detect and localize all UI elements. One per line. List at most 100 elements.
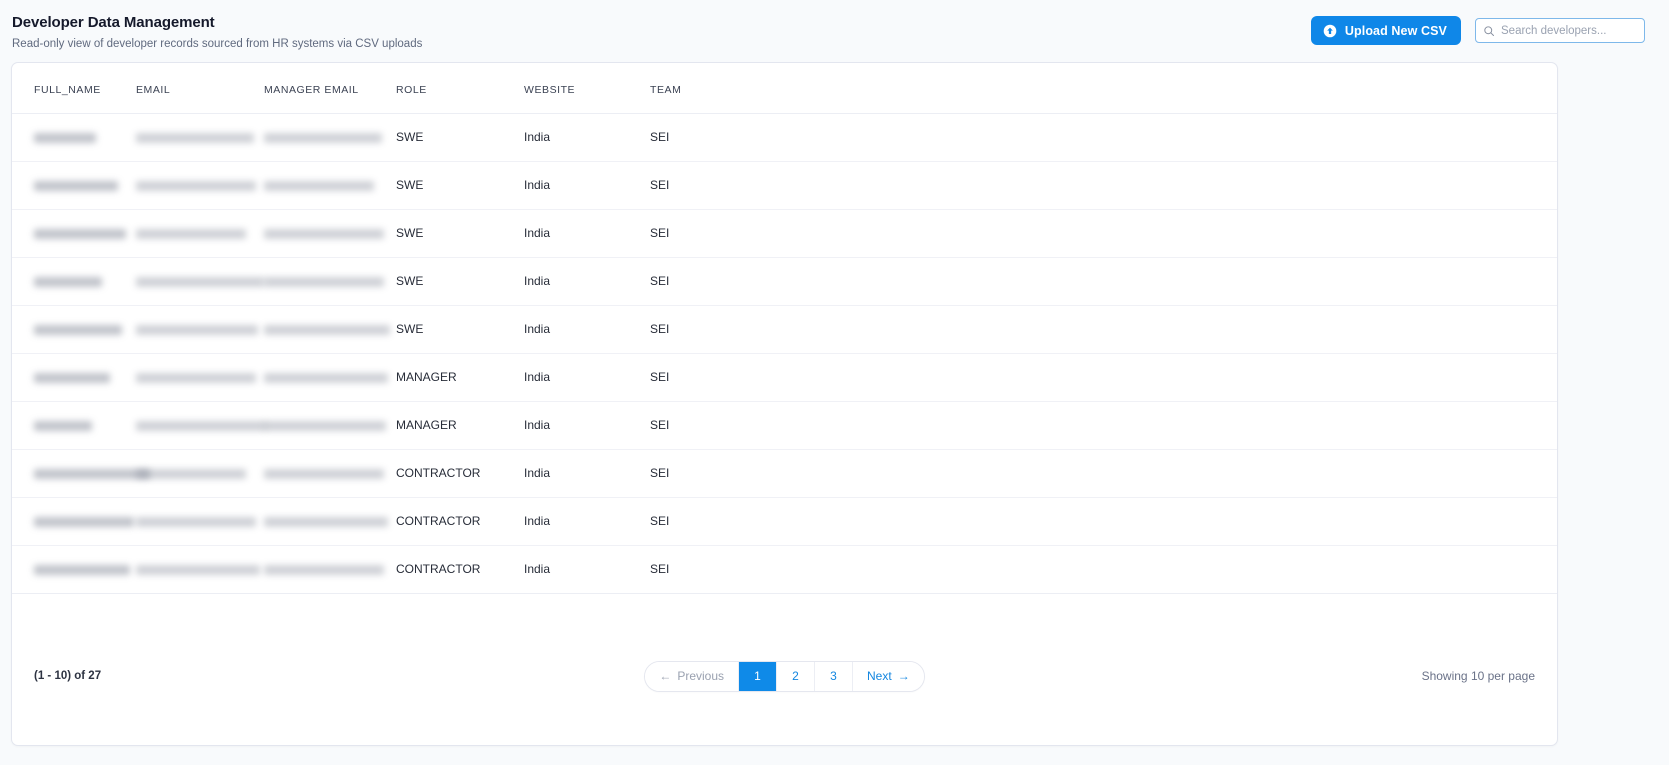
pagination-next-label: Next <box>867 669 892 683</box>
cell-full-name <box>12 209 136 258</box>
cell-email <box>136 113 264 162</box>
cell-full-name <box>12 161 136 210</box>
cell-team: SEI <box>650 209 770 258</box>
page-header: Developer Data Management Read-only view… <box>0 0 1669 62</box>
cell-email <box>136 401 266 450</box>
redacted-value <box>264 564 384 575</box>
table-row: MANAGER India SEI <box>12 353 1557 402</box>
redacted-value <box>34 228 126 239</box>
cell-spacer <box>770 305 1557 354</box>
cell-website: India <box>524 161 650 210</box>
redacted-value <box>136 180 256 191</box>
cell-team: SEI <box>650 257 770 306</box>
record-range-label: (1 - 10) of 27 <box>34 670 102 682</box>
search-input[interactable] <box>1501 24 1636 37</box>
table-row: SWE India SEI <box>12 113 1557 162</box>
cell-spacer <box>770 113 1557 162</box>
cell-full-name <box>12 305 136 354</box>
table-row: SWE India SEI <box>12 209 1557 258</box>
table-row: CONTRACTOR India SEI <box>12 497 1557 546</box>
redacted-value <box>136 468 246 479</box>
search-icon <box>1483 25 1495 37</box>
cell-full-name <box>12 545 136 594</box>
pagination-page-1[interactable]: 1 <box>739 661 777 691</box>
developer-table: FULL_NAME EMAIL MANAGER EMAIL ROLE WEBSI… <box>12 63 1557 594</box>
table-header: FULL_NAME EMAIL MANAGER EMAIL ROLE WEBSI… <box>12 63 1557 113</box>
cell-spacer <box>770 161 1557 210</box>
pagination-page-2[interactable]: 2 <box>777 661 815 691</box>
cell-website: India <box>524 449 650 498</box>
redacted-value <box>34 468 150 479</box>
column-header-website: WEBSITE <box>524 84 576 97</box>
page-subtitle: Read-only view of developer records sour… <box>12 38 423 50</box>
pagination-previous-button[interactable]: ← Previous <box>645 661 739 691</box>
cell-manager-email <box>264 353 396 402</box>
cell-website: India <box>524 353 650 402</box>
cell-manager-email <box>264 209 396 258</box>
pagination-next-button[interactable]: Next → <box>853 661 924 691</box>
table-row: CONTRACTOR India SEI <box>12 449 1557 498</box>
cell-role: SWE <box>396 305 524 354</box>
column-header-manager-email: MANAGER EMAIL <box>264 84 359 97</box>
cell-manager-email <box>264 305 396 354</box>
cell-role: SWE <box>396 257 524 306</box>
cell-team: SEI <box>650 113 770 162</box>
cell-team: SEI <box>650 401 770 450</box>
cell-manager-email <box>264 257 396 306</box>
redacted-value <box>264 324 390 335</box>
cell-team: SEI <box>650 449 770 498</box>
header-title-group: Developer Data Management Read-only view… <box>8 10 422 52</box>
cell-team: SEI <box>650 161 770 210</box>
redacted-value <box>136 372 256 383</box>
cell-website: India <box>524 113 650 162</box>
cell-role: SWE <box>396 113 524 162</box>
upload-new-csv-button[interactable]: Upload New CSV <box>1310 16 1461 45</box>
pagination: ← Previous 1 2 3 Next → <box>644 660 925 692</box>
pagination-previous-label: Previous <box>677 669 724 683</box>
cell-email <box>136 353 264 402</box>
cell-team: SEI <box>650 545 770 594</box>
search-box[interactable] <box>1475 18 1645 43</box>
cell-full-name <box>12 401 136 450</box>
upload-new-csv-label: Upload New CSV <box>1344 23 1447 38</box>
redacted-value <box>264 420 386 431</box>
cell-role: MANAGER <box>396 401 524 450</box>
column-header-spacer <box>770 63 1557 113</box>
column-header-full-name: FULL_NAME <box>34 84 101 97</box>
arrow-left-icon: ← <box>659 669 672 683</box>
cell-spacer <box>770 401 1557 450</box>
redacted-value <box>264 276 384 287</box>
column-header-team: TEAM <box>650 84 682 97</box>
cell-website: India <box>524 545 650 594</box>
redacted-value <box>136 132 254 143</box>
redacted-value <box>264 468 384 479</box>
cell-full-name <box>12 257 136 306</box>
redacted-value <box>264 132 382 143</box>
redacted-value <box>34 564 130 575</box>
table-row: SWE India SEI <box>12 305 1557 354</box>
cell-spacer <box>770 257 1557 306</box>
header-actions: Upload New CSV <box>1310 10 1649 45</box>
table-row: CONTRACTOR India SEI <box>12 545 1557 594</box>
pagination-container: ← Previous 1 2 3 Next → <box>334 660 1235 692</box>
redacted-value <box>136 324 258 335</box>
cell-role: SWE <box>396 161 524 210</box>
cell-spacer <box>770 353 1557 402</box>
cell-manager-email <box>264 449 396 498</box>
table-footer: (1 - 10) of 27 ← Previous 1 2 3 Next → <box>12 641 1557 711</box>
cell-email <box>136 497 264 546</box>
cell-team: SEI <box>650 353 770 402</box>
cell-email <box>136 449 264 498</box>
arrow-right-icon: → <box>897 669 910 683</box>
cell-role: CONTRACTOR <box>396 449 524 498</box>
redacted-value <box>264 516 388 527</box>
per-page-label: Showing 10 per page <box>1421 669 1535 683</box>
cell-website: India <box>524 305 650 354</box>
page-title: Developer Data Management <box>12 14 215 31</box>
pagination-page-3[interactable]: 3 <box>815 661 853 691</box>
cell-email <box>136 209 264 258</box>
cell-manager-email <box>264 161 396 210</box>
table-header-row: FULL_NAME EMAIL MANAGER EMAIL ROLE WEBSI… <box>12 63 1557 113</box>
cell-website: India <box>524 209 650 258</box>
